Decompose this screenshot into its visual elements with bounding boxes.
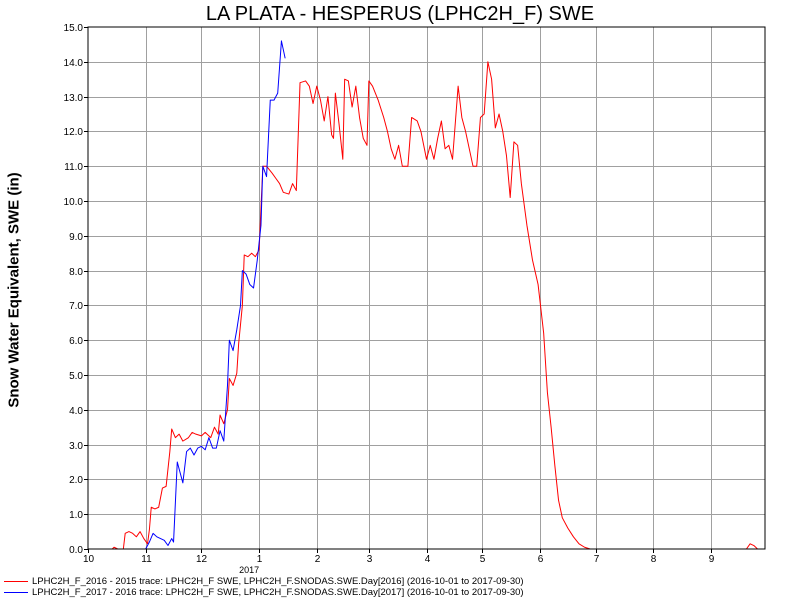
legend: LPHC2H_F_2016 - 2015 trace: LPHC2H_F SWE… xyxy=(4,576,524,598)
series-lines xyxy=(88,40,765,550)
x-tick-label: 10 xyxy=(83,554,95,565)
y-tick-label: 4.0 xyxy=(69,406,83,417)
y-tick-label: 1.0 xyxy=(69,510,83,521)
y-tick-label: 7.0 xyxy=(69,301,83,312)
y-tick-label: 0.0 xyxy=(69,545,83,556)
x-tick-label: 5 xyxy=(480,554,486,565)
legend-swatch-blue xyxy=(4,592,28,593)
x-tick-label: 12 xyxy=(196,554,208,565)
legend-item-2016: LPHC2H_F_2016 - 2015 trace: LPHC2H_F SWE… xyxy=(4,576,524,587)
y-tick-label: 2.0 xyxy=(69,475,83,486)
legend-label-2016: LPHC2H_F_2016 - 2015 trace: LPHC2H_F SWE… xyxy=(32,576,524,587)
x-tick-label: 1 xyxy=(257,554,263,565)
x-tick-label: 7 xyxy=(594,554,600,565)
y-tick-label: 14.0 xyxy=(64,58,84,69)
x-tick-label: 4 xyxy=(425,554,431,565)
legend-swatch-red xyxy=(4,581,28,582)
y-tick-label: 9.0 xyxy=(69,232,83,243)
series-line-1 xyxy=(145,40,286,550)
y-tick-label: 12.0 xyxy=(64,127,84,138)
x-year-label: 2017 xyxy=(239,565,259,575)
y-tick-label: 8.0 xyxy=(69,267,83,278)
series-line-0 xyxy=(88,61,765,550)
y-tick-label: 6.0 xyxy=(69,336,83,347)
y-tick-label: 5.0 xyxy=(69,371,83,382)
y-tick-label: 11.0 xyxy=(64,162,83,173)
x-tick-label: 8 xyxy=(651,554,657,565)
swe-line-chart: 0.01.02.03.04.05.06.07.08.09.010.011.012… xyxy=(64,23,766,575)
chart-title: LA PLATA - HESPERUS (LPHC2H_F) SWE xyxy=(205,3,595,25)
x-tick-label: 3 xyxy=(367,554,373,565)
legend-label-2017: LPHC2H_F_2017 - 2016 trace: LPHC2H_F SWE… xyxy=(32,587,524,598)
y-tick-label: 13.0 xyxy=(64,93,84,104)
y-tick-label: 10.0 xyxy=(64,197,84,208)
grid-lines xyxy=(88,27,765,549)
x-tick-label: 11 xyxy=(141,554,152,565)
x-tick-label: 6 xyxy=(538,554,544,565)
legend-item-2017: LPHC2H_F_2017 - 2016 trace: LPHC2H_F SWE… xyxy=(4,587,524,598)
x-tick-label: 9 xyxy=(709,554,715,565)
plot-frame xyxy=(87,26,766,550)
axis-ticks: 0.01.02.03.04.05.06.07.08.09.010.011.012… xyxy=(64,23,715,575)
y-tick-label: 15.0 xyxy=(64,23,84,34)
x-tick-label: 2 xyxy=(315,554,321,565)
plot-area xyxy=(88,27,765,549)
y-tick-label: 3.0 xyxy=(69,441,83,452)
